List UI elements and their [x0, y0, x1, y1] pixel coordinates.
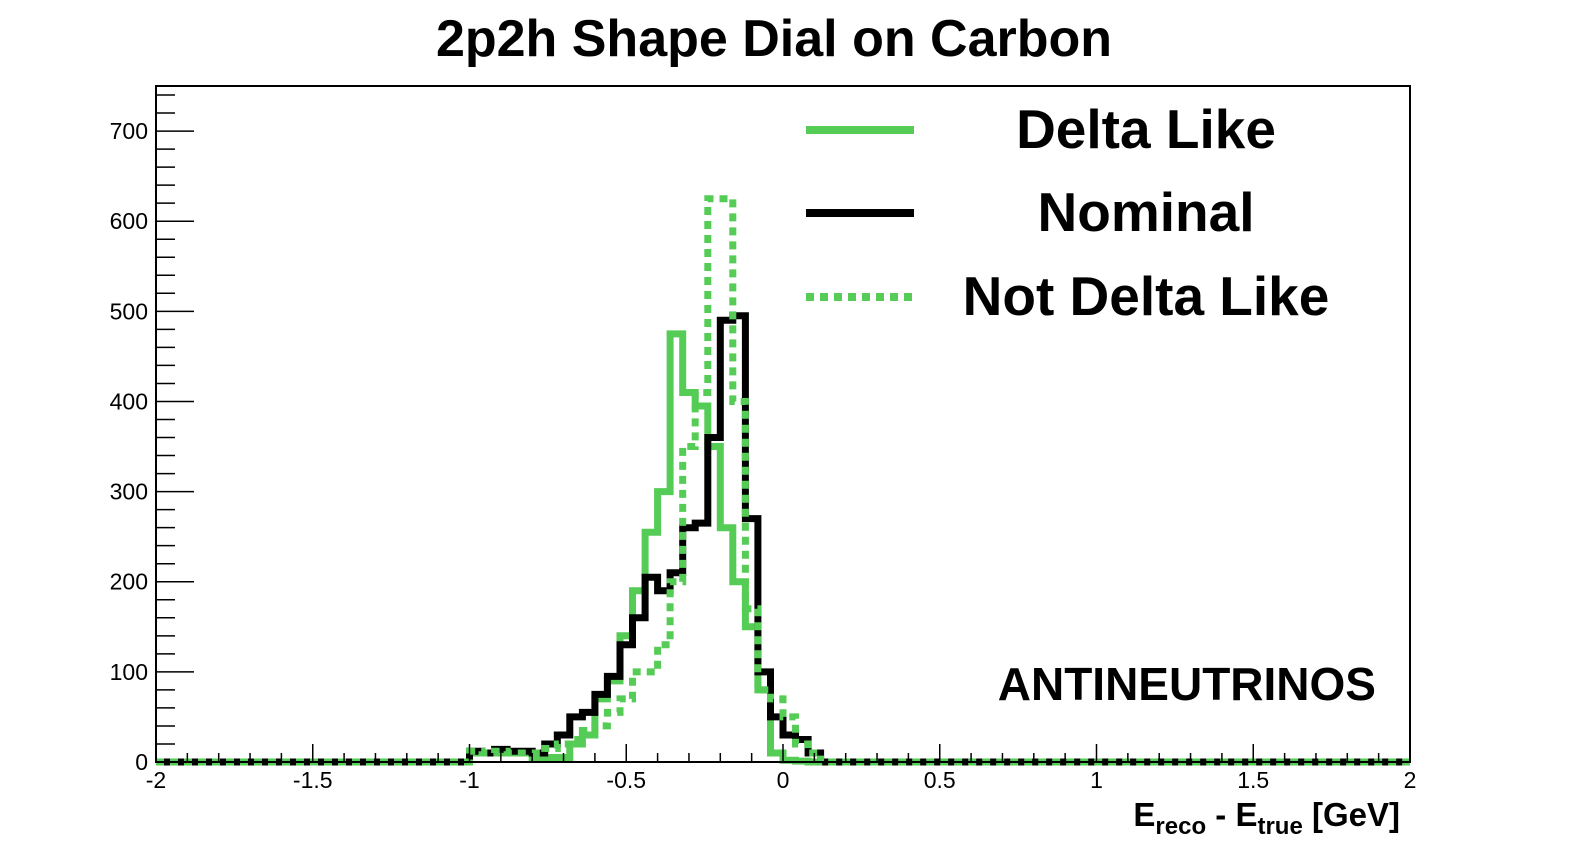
x-axis: -2 -1.5 -1 -0.5 0 0.5 1 1.5 2	[146, 744, 1417, 793]
x-tick-label: -2	[146, 767, 166, 793]
x-tick-label: 0	[777, 767, 790, 793]
series-nominal	[156, 312, 1410, 766]
legend-label-delta-like: Delta Like	[1016, 98, 1276, 160]
legend: Delta Like Nominal Not Delta Like	[806, 98, 1329, 327]
x-axis-title-sub-reco: reco	[1155, 813, 1206, 840]
y-tick-label: 300	[110, 479, 148, 505]
x-axis-title-sep: - E	[1206, 796, 1257, 833]
y-tick-label: 0	[135, 749, 148, 775]
x-tick-label: 0.5	[924, 767, 956, 793]
legend-label-nominal: Nominal	[1038, 181, 1255, 243]
y-tick-label: 100	[110, 659, 148, 685]
series-layer	[156, 195, 1410, 766]
y-axis: 0 100 200 300 400 500 600 700	[110, 94, 194, 775]
x-tick-label: 1.5	[1237, 767, 1269, 793]
y-tick-label: 700	[110, 118, 148, 144]
x-axis-title-unit: [GeV]	[1303, 796, 1400, 833]
x-tick-label: -1.5	[293, 767, 333, 793]
x-tick-label: 1	[1090, 767, 1103, 793]
legend-label-not-delta-like: Not Delta Like	[963, 265, 1330, 327]
x-tick-label: -1	[459, 767, 479, 793]
series-not-delta-like	[156, 195, 1410, 766]
y-tick-label: 600	[110, 208, 148, 234]
y-tick-label: 200	[110, 569, 148, 595]
x-axis-title-e1: E	[1133, 796, 1155, 833]
x-axis-title: Ereco - Etrue [GeV]	[1133, 796, 1400, 840]
x-axis-title-sub-true: true	[1257, 813, 1302, 840]
x-tick-label: 2	[1404, 767, 1417, 793]
y-tick-label: 500	[110, 298, 148, 324]
annotation-antineutrinos: ANTINEUTRINOS	[998, 658, 1376, 710]
y-tick-label: 400	[110, 388, 148, 414]
x-tick-label: -0.5	[606, 767, 646, 793]
chart-title: 2p2h Shape Dial on Carbon	[436, 10, 1112, 68]
